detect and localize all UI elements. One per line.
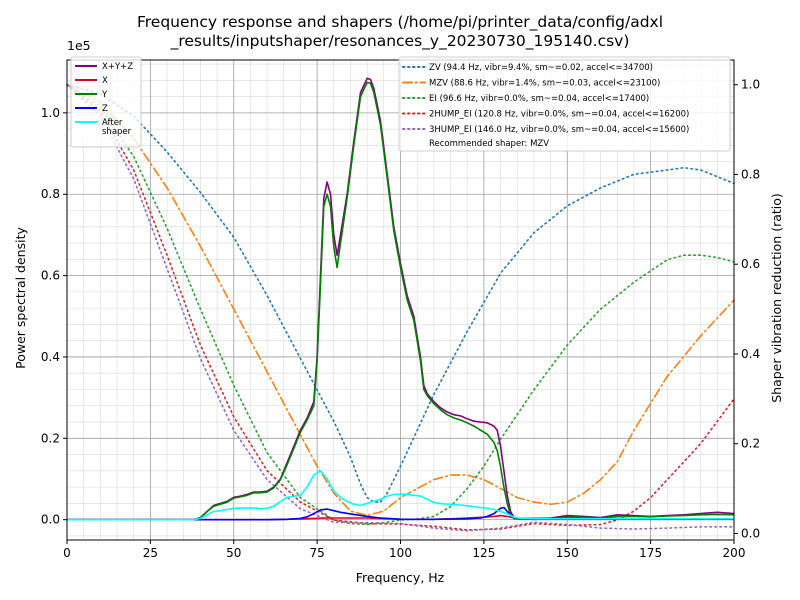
y2-axis-ticks: 0.0 0.2 0.4 0.6 0.8 1.0 bbox=[734, 78, 760, 540]
y-tick-label: 0.8 bbox=[41, 187, 60, 201]
y-tick-label: 0.0 bbox=[41, 513, 60, 527]
shaper-legend-box bbox=[398, 56, 731, 152]
shaper-line-0 bbox=[66, 83, 735, 503]
psd-line-4 bbox=[67, 469, 734, 521]
y-tick-label: 0.4 bbox=[41, 350, 60, 364]
y2-tick-label: 0.2 bbox=[741, 437, 760, 451]
y-axis-label: Power spectral density bbox=[13, 227, 28, 369]
shaper-line-4 bbox=[66, 83, 735, 532]
x-axis-label: Frequency, Hz bbox=[356, 570, 445, 585]
y2-tick-label: 0.4 bbox=[741, 347, 760, 361]
x-tick-label: 50 bbox=[226, 546, 241, 560]
x-tick-label: 175 bbox=[639, 546, 662, 560]
y2-tick-label: 0.0 bbox=[741, 526, 760, 540]
y2-axis-label: Shaper vibration reduction (ratio) bbox=[769, 193, 784, 403]
y-tick-label: 0.6 bbox=[41, 269, 60, 283]
psd-legend-label: X+Y+Z bbox=[102, 62, 133, 72]
x-tick-label: 150 bbox=[556, 546, 579, 560]
psd-curves bbox=[67, 77, 735, 521]
x-tick-label: 100 bbox=[389, 546, 412, 560]
x-tick-label: 200 bbox=[723, 546, 746, 560]
psd-legend-label: Y bbox=[101, 90, 108, 100]
psd-legend-label: Z bbox=[102, 104, 108, 114]
psd-legend-label: X bbox=[102, 76, 108, 86]
psd-legend-label: After bbox=[102, 118, 123, 128]
y-tick-label: 0.2 bbox=[41, 431, 60, 445]
shaper-line-1 bbox=[66, 83, 735, 517]
shaper-legend-label: ZV (94.4 Hz, vibr=9.4%, sm~=0.02, accel<… bbox=[429, 63, 653, 73]
chart-title-line2: _results/inputshaper/resonances_y_202307… bbox=[170, 32, 630, 51]
shaper-legend-label: EI (96.6 Hz, vibr=0.0%, sm~=0.04, accel<… bbox=[429, 94, 649, 104]
chart-title-line1: Frequency response and shapers (/home/pi… bbox=[137, 13, 663, 32]
y-tick-label: 1.0 bbox=[41, 106, 60, 120]
shaper-legend-label: 3HUMP_EI (146.0 Hz, vibr=0.0%, sm~=0.04,… bbox=[429, 125, 689, 135]
shaper-legend: ZV (94.4 Hz, vibr=9.4%, sm~=0.02, accel<… bbox=[398, 56, 731, 152]
y-axis-ticks: 0.0 0.2 0.4 0.6 0.8 1.0 bbox=[41, 106, 67, 527]
shaper-legend-label: 2HUMP_EI (120.8 Hz, vibr=0.0%, sm~=0.04,… bbox=[429, 110, 689, 120]
x-tick-label: 125 bbox=[472, 546, 495, 560]
shaper-legend-label: MZV (88.6 Hz, vibr=1.4%, sm~=0.03, accel… bbox=[429, 79, 660, 89]
recommended-shaper-text: Recommended shaper: MZV bbox=[429, 139, 549, 149]
y2-tick-label: 0.8 bbox=[741, 167, 760, 181]
y2-tick-label: 1.0 bbox=[741, 78, 760, 92]
y2-tick-label: 0.6 bbox=[741, 257, 760, 271]
x-axis-ticks: 0 25 50 75 100 125 150 175 200 bbox=[63, 540, 745, 560]
y-offset-label: 1e5 bbox=[67, 38, 91, 53]
psd-legend-label: shaper bbox=[102, 127, 132, 137]
x-tick-label: 0 bbox=[63, 546, 71, 560]
shaper-curves bbox=[66, 83, 735, 532]
x-tick-label: 25 bbox=[143, 546, 158, 560]
x-tick-label: 75 bbox=[309, 546, 324, 560]
